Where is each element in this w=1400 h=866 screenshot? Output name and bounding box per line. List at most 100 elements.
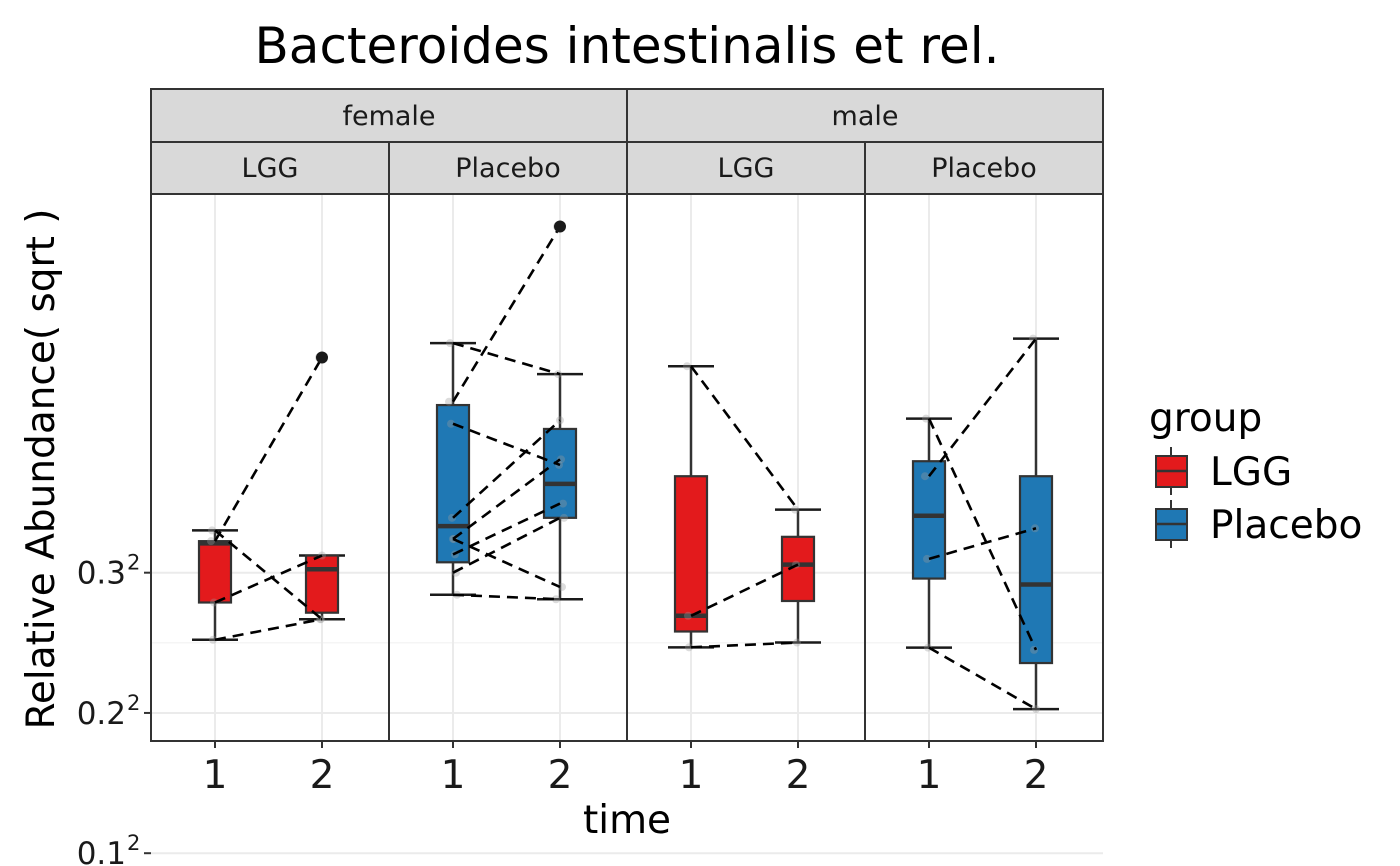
panel-background [627,194,865,741]
strip-label-group: Placebo [931,153,1036,184]
strip-female: female [150,88,628,143]
jitter-point [791,505,799,514]
strip-male: male [626,88,1104,143]
outlier-point [316,351,328,364]
paired-line [928,527,1037,561]
strip-female-lgg: LGG [150,141,390,195]
jitter-point [208,526,216,535]
paired-line [452,341,561,376]
jitter-point [552,595,560,604]
paired-line [451,225,562,403]
y-tick-exponent: 2 [127,551,140,575]
paired-line [452,458,561,541]
jitter-point [447,419,455,428]
paired-line [689,365,800,511]
jitter-point [560,513,568,522]
panel-male-lgg [626,193,866,855]
jitter-point [207,537,215,546]
panel-male-placebo [864,193,1104,855]
panels-layer [150,193,1104,855]
strip-male-placebo: Placebo [864,141,1104,195]
strip-label-group: LGG [242,153,299,184]
x-tick-label: 1 [917,753,942,798]
jitter-point [685,643,693,652]
legend-label-lgg: LGG [1210,450,1292,495]
boxplot-time-1 [668,364,714,649]
legend-key-lgg [1155,447,1188,495]
x-tick-label: 2 [1024,753,1049,798]
strip-background [150,141,390,195]
jitter-point [559,499,567,508]
legend: group LGG Placebo [1149,396,1362,548]
panel-female-placebo [388,193,628,855]
paired-line [452,502,561,556]
jitter-point [1030,645,1038,654]
box-iqr [542,427,578,519]
jitter-point [558,582,566,591]
paired-line [452,419,561,519]
box-iqr [911,460,947,580]
paired-line [927,418,1038,651]
y-tick-exponent: 2 [127,691,140,715]
strip-female-placebo: Placebo [388,141,628,195]
jitter-point [683,362,691,371]
strip-background [150,88,628,143]
jitter-point [1032,705,1040,714]
box-iqr [304,554,340,614]
paired-line [690,563,799,617]
strip-background [626,141,866,195]
legend-title: group [1149,396,1262,441]
strip-label-group: LGG [718,153,775,184]
paired-line [928,646,1037,711]
jitter-point [923,554,931,563]
paired-line [927,337,1038,478]
strip-label-group: Placebo [455,153,560,184]
paired-line [452,516,561,574]
jitter-point [209,635,217,644]
x-tick-label: 1 [203,753,228,798]
y-tick-exponent: 2 [127,831,140,855]
box-iqr [673,475,709,633]
x-tick-label: 2 [786,753,811,798]
y-tick-label: 0.3 [77,556,126,592]
x-tick-label: 2 [548,753,573,798]
legend-label-placebo: Placebo [1210,503,1362,548]
boxplot-time-2 [299,554,345,621]
jitter-point [210,598,218,607]
strip-label-sex: female [342,101,435,132]
jitter-point [445,397,453,406]
strip-male-lgg: LGG [626,141,866,195]
y-axis: 0.1 20.2 20.3 2 [77,551,151,866]
boxplot-time-2 [775,508,821,644]
jitter-point [684,611,692,620]
strips-layer: LGG Placebo LGG Placebo female male [150,88,1104,195]
paired-line [214,617,323,642]
y-tick-label: 0.1 [77,836,126,866]
jitter-point [921,472,929,481]
panel-background [865,194,1103,741]
x-axis-title: time [583,798,671,843]
outlier-point [554,220,566,233]
boxplot-time-2 [537,372,583,601]
x-tick-label: 1 [679,753,704,798]
paired-line [214,529,323,621]
box-iqr [780,535,816,603]
strip-background [864,141,1104,195]
boxplot-time-2 [1013,337,1059,711]
box-iqr [435,403,471,564]
box-iqr [197,540,233,604]
jitter-point [922,414,930,423]
strip-label-sex: male [832,101,899,132]
panel-female-lgg [150,193,390,855]
jitter-point [793,638,801,647]
x-tick-label: 1 [441,753,466,798]
panel-background [151,194,389,741]
strip-background [626,88,1104,143]
jitter-point [446,339,454,348]
x-tick-label: 2 [310,753,335,798]
chart-title: Bacteroides intestinalis et rel. [255,17,1000,75]
legend-key-placebo [1155,500,1188,548]
x-axis: 1 2 1 2 1 2 1 2 [203,741,1049,798]
y-tick-label: 0.2 [77,696,126,732]
